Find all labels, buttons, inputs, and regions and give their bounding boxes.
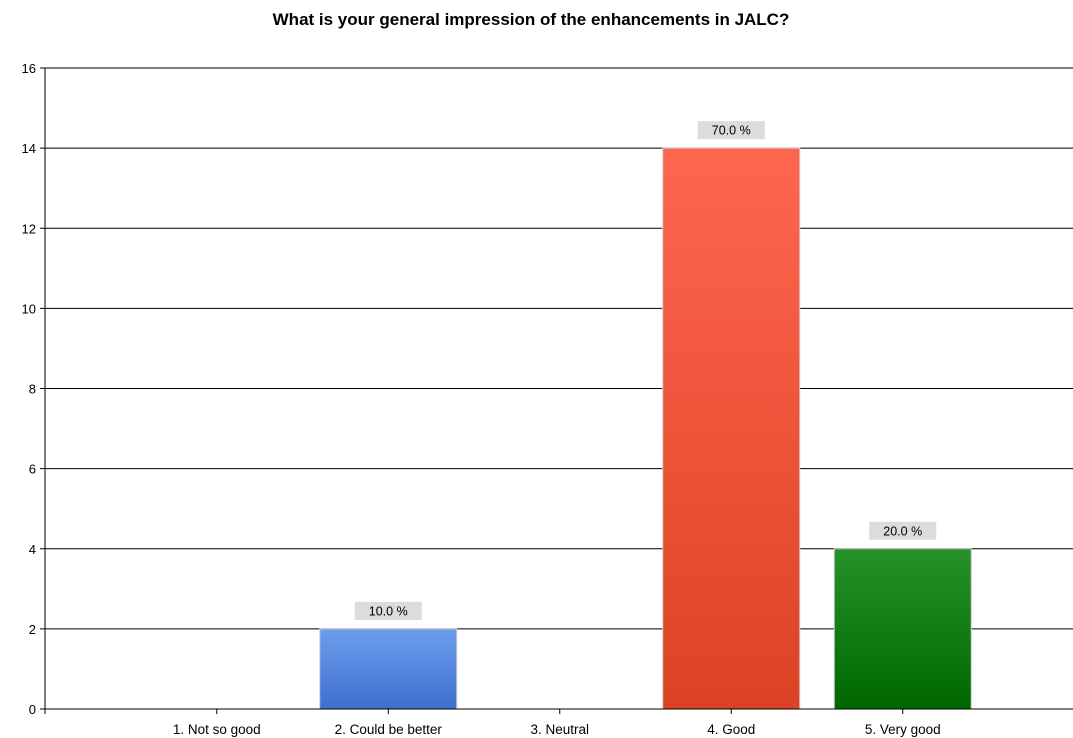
y-tick-label: 8 <box>29 382 36 397</box>
x-tick-label: 5. Very good <box>865 722 941 737</box>
bars <box>319 147 972 710</box>
data-label-box <box>869 521 937 540</box>
data-labels: 10.0 % 70.0 % 20.0 % <box>354 121 937 620</box>
data-label-box <box>354 601 422 620</box>
y-tick-label: 0 <box>29 702 36 717</box>
y-tick-label: 6 <box>29 462 36 477</box>
y-tick-label: 14 <box>22 141 36 156</box>
gridlines <box>45 67 1073 710</box>
y-tick-label: 16 <box>22 61 36 76</box>
y-tick-label: 10 <box>22 301 36 316</box>
x-tick-label: 4. Good <box>707 722 755 737</box>
y-tick-label: 2 <box>29 622 36 637</box>
bar <box>833 548 972 710</box>
axes: 0 2 4 6 8 10 12 14 16 1. Not so good 2. Could be b… <box>22 61 1073 737</box>
data-label: 20.0 % <box>883 524 922 538</box>
x-tick-label: 1. Not so good <box>173 722 261 737</box>
x-tick-label: 2. Could be better <box>335 722 443 737</box>
y-tick-label: 12 <box>22 221 36 236</box>
data-label-box <box>697 121 765 140</box>
data-label: 10.0 % <box>369 604 408 618</box>
bar <box>662 147 801 710</box>
y-tick-label: 4 <box>29 542 36 557</box>
x-tick-label: 3. Neutral <box>530 722 589 737</box>
chart-title: What is your general impression of the e… <box>273 10 790 29</box>
bar <box>319 628 458 710</box>
data-label: 70.0 % <box>712 124 751 138</box>
